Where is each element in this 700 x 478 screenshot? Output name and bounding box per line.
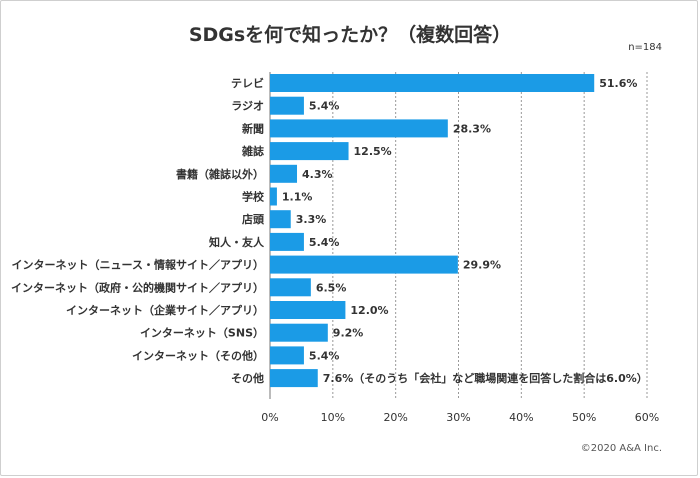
- bar: [270, 142, 349, 161]
- category-label: 店頭: [242, 212, 265, 226]
- bar: [270, 301, 346, 319]
- category-label: インターネット（その他）: [132, 348, 264, 362]
- value-label: 12.5%: [354, 145, 392, 158]
- bar: [270, 232, 304, 251]
- copyright-credit: ©2020 A&A Inc.: [580, 443, 662, 454]
- value-label: 3.3%: [296, 213, 327, 226]
- category-label: 学校: [242, 190, 265, 204]
- category-label: 知人・友人: [208, 235, 265, 249]
- bar: [270, 164, 298, 183]
- x-tick-label: 0%: [261, 411, 278, 424]
- category-label: その他: [231, 371, 264, 385]
- category-label: 書籍（雑誌以外）: [176, 167, 264, 181]
- value-label: 29.9%: [463, 259, 501, 272]
- category-label: インターネット（ニュース・情報サイト／アプリ）: [12, 258, 264, 272]
- value-label: 5.4%: [309, 100, 340, 113]
- x-tick-label: 40%: [509, 411, 533, 424]
- bar: [270, 96, 304, 115]
- bar: [270, 255, 458, 274]
- sample-size-note: n=184: [628, 42, 662, 53]
- category-label: テレビ: [231, 76, 264, 90]
- bar: [270, 74, 595, 92]
- value-label: 6.5%: [316, 281, 347, 294]
- value-label: 9.2%: [333, 327, 364, 340]
- bar: [270, 323, 328, 342]
- x-tick-label: 20%: [383, 411, 407, 424]
- value-label: 51.6%: [599, 77, 637, 90]
- value-label: 28.3%: [453, 122, 491, 135]
- category-label: インターネット（SNS）: [140, 327, 264, 340]
- category-label: 新聞: [242, 121, 264, 135]
- value-label: 4.3%: [302, 168, 333, 181]
- x-tick-label: 60%: [635, 411, 659, 424]
- chart-title: SDGsを何で知ったか？（複数回答）: [188, 24, 512, 46]
- category-label: インターネット（政府・公的機関サイト／アプリ）: [11, 280, 264, 294]
- x-tick-label: 50%: [572, 411, 596, 424]
- value-label: 1.1%: [282, 191, 313, 204]
- x-tick-label: 30%: [446, 411, 470, 424]
- category-label: ラジオ: [231, 100, 264, 113]
- category-label: 雑誌: [241, 144, 264, 158]
- bar: [270, 119, 448, 138]
- bar: [270, 278, 311, 297]
- bar: [270, 187, 277, 206]
- category-label: インターネット（企業サイト／アプリ）: [66, 303, 264, 317]
- x-tick-label: 10%: [321, 411, 345, 424]
- value-label: 5.4%: [309, 236, 340, 249]
- bar: [270, 210, 291, 229]
- value-label: 12.0%: [350, 304, 388, 317]
- value-label: 5.4%: [309, 349, 340, 362]
- bar: [270, 369, 318, 388]
- bar: [270, 346, 304, 365]
- value-label: 7.6%（そのうち「会社」など職場関連を回答した割合は6.0%）: [323, 371, 648, 385]
